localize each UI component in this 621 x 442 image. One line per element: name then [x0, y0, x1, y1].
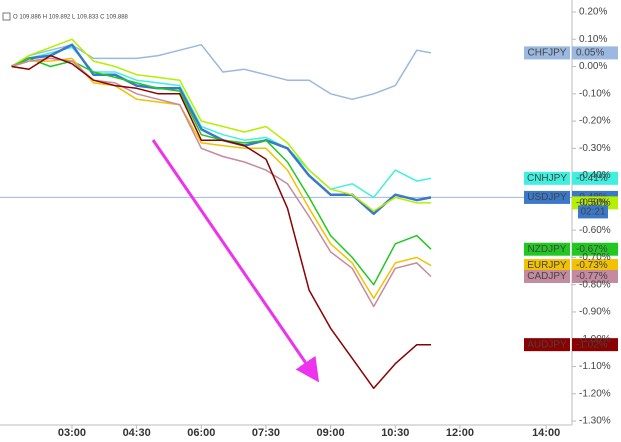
y-tick-label: -0.90%: [579, 307, 611, 318]
y-tick-label: -1.20%: [579, 388, 611, 399]
legend-name: CHFJPY: [528, 48, 567, 59]
value-label: -1.02%: [576, 339, 608, 350]
y-tick-label: -0.80%: [579, 279, 611, 290]
plot-area: [0, 0, 572, 425]
legend-box: [524, 242, 570, 256]
value-label: -0.67%: [576, 244, 608, 255]
series-line: [11, 43, 432, 101]
series-line: [11, 38, 431, 212]
y-tick-label: -0.10%: [579, 88, 611, 99]
legend-box: [524, 338, 570, 352]
y-tick-label: 0.20%: [579, 7, 607, 18]
x-tick-label: 06:00: [187, 427, 215, 439]
x-tick-label: 09:00: [317, 427, 345, 439]
y-tick-label: -0.50%: [579, 198, 611, 209]
value-label: 0.05%: [576, 48, 604, 59]
x-tick-label: 12:00: [446, 427, 474, 439]
y-tick-label: -1.10%: [579, 361, 611, 372]
grid: [0, 11, 576, 429]
y-tick-label: 0.10%: [579, 34, 607, 45]
y-tick-label: -0.70%: [579, 252, 611, 263]
x-tick-label: 03:00: [58, 427, 86, 439]
value-label-box: [572, 242, 618, 256]
series-line: [11, 57, 432, 308]
header-icon[interactable]: [2, 12, 11, 21]
legend-box: [524, 46, 570, 60]
x-tick-label: 04:30: [123, 427, 151, 439]
y-tick-label: -0.30%: [579, 143, 611, 154]
y-tick-label: -1.30%: [579, 416, 611, 427]
y-tick-label: -1.00%: [579, 334, 611, 345]
cursor-box: [578, 205, 608, 219]
legend-box: [524, 190, 570, 204]
legend-name: NZDJPY: [528, 244, 567, 255]
legend-name: CADJPY: [527, 271, 567, 282]
value-label-box: [572, 171, 618, 185]
y-tick-label: 0.00%: [579, 61, 607, 72]
value-label: -0.50%: [576, 198, 608, 209]
y-tick-label: -0.20%: [579, 116, 611, 127]
legend-name: AUDJPY: [527, 339, 567, 350]
x-tick-label: 14:00: [532, 427, 560, 439]
value-label: -0.73%: [576, 260, 608, 271]
value-label-box: [572, 259, 618, 273]
legend-box: [524, 259, 570, 273]
legend-name: CNHJPY: [527, 173, 567, 184]
y-tick-label: -0.60%: [579, 225, 611, 236]
lines: [11, 38, 432, 390]
legend-name: EURJPY: [527, 260, 567, 271]
legend-box: [524, 269, 570, 283]
legend-box: [524, 171, 570, 185]
ohlc-header: O 109.886 H 109.892 L 109.833 C 109.888: [13, 15, 129, 21]
end-labels: CHFJPY0.05%CNHJPY-0.41%USDJPY-0.48%-0.50…: [524, 46, 618, 352]
annotation-arrow: [151, 139, 320, 383]
cursor-label: 02:21: [580, 207, 605, 218]
y-tick-label: -0.40%: [579, 170, 611, 181]
value-label-box: [572, 46, 618, 60]
value-label: -0.77%: [576, 271, 608, 282]
x-tick-label: 10:30: [381, 427, 409, 439]
value-label-box: [572, 338, 618, 352]
series-line: [11, 54, 431, 390]
legend-name: USDJPY: [527, 192, 567, 203]
value-label: -0.41%: [576, 173, 608, 184]
value-label-box: [572, 269, 618, 283]
x-tick-label: 07:30: [252, 427, 280, 439]
